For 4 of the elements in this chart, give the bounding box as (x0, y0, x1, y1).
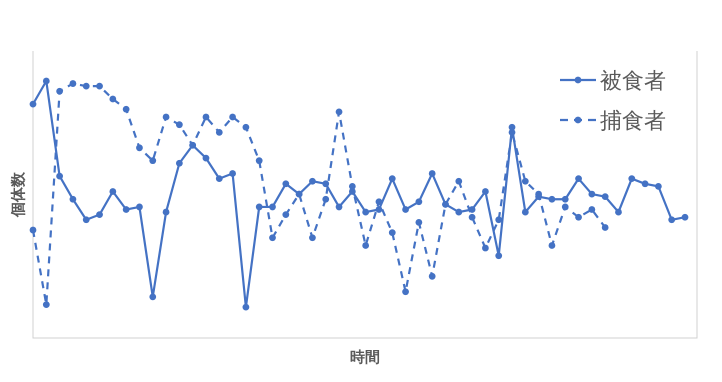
y-axis-title: 個体数 (9, 171, 27, 218)
legend-label: 被食者 (600, 68, 666, 94)
legend-label: 捕食者 (600, 108, 666, 134)
x-axis-title: 時間 (350, 348, 380, 366)
